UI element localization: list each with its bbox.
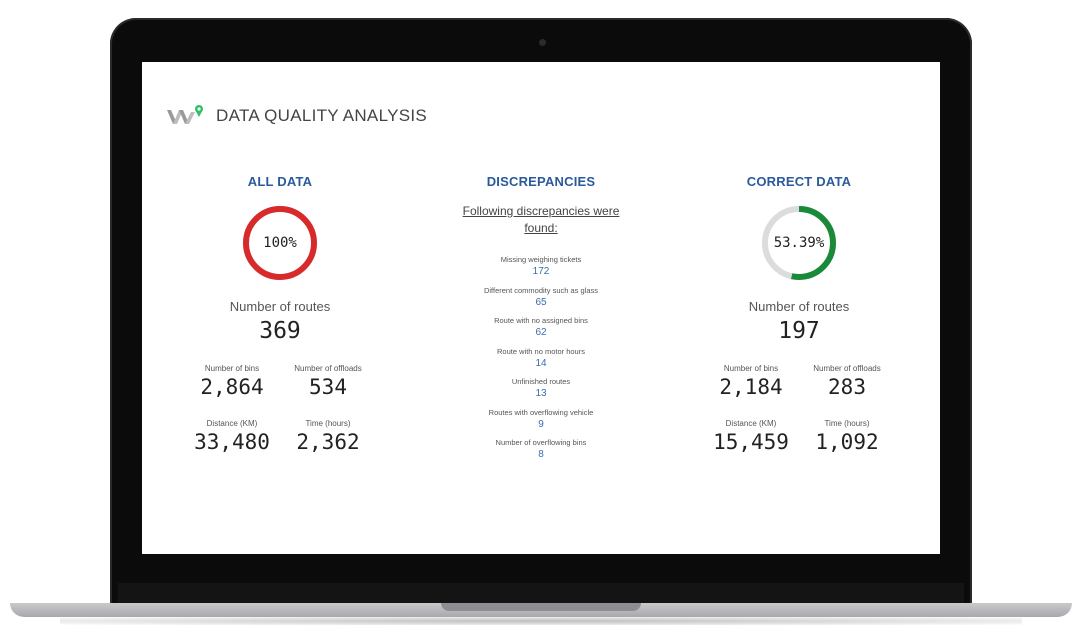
stat-value: 534 — [309, 375, 347, 399]
stat-value: 33,480 — [194, 430, 270, 454]
discrepancy-value: 8 — [538, 449, 544, 460]
all-data-routes-label: Number of routes — [229, 299, 331, 314]
discrepancies-list: Missing weighing tickets 172 Different c… — [411, 255, 671, 469]
app-screen: DATA QUALITY ANALYSIS ALL DATA 100% Numb… — [142, 62, 940, 554]
list-item: Number of overflowing bins 8 — [411, 438, 671, 469]
discrepancy-label: Routes with overflowing vehicle — [488, 407, 594, 417]
discrepancy-label: Different commodity such as glass — [483, 285, 599, 295]
correct-data-routes-label: Number of routes — [748, 299, 850, 314]
all-data-title: ALL DATA — [247, 174, 313, 189]
discrepancy-value: 172 — [532, 266, 550, 277]
all-data-routes-value: 369 — [259, 318, 301, 344]
stat-label: Number of bins — [723, 364, 779, 373]
discrepancy-label: Unfinished routes — [511, 377, 571, 386]
list-item: Missing weighing tickets 172 — [411, 255, 671, 286]
discrepancies-panel: DISCREPANCIES Following discrepancies we… — [411, 174, 671, 469]
all-data-ring: 100% — [240, 203, 320, 283]
list-item: Route with no motor hours 14 — [411, 347, 671, 378]
all-data-stats-row-1: Number of bins 2,864 Number of offloads … — [150, 364, 410, 399]
correct-data-ring-arc — [762, 206, 836, 280]
all-data-panel: ALL DATA 100% Number of routes 369 Numbe… — [150, 174, 410, 454]
all-data-ring-arc — [243, 206, 317, 280]
correct-data-stats-row-2: Distance (KM) 15,459 Time (hours) 1,092 — [669, 419, 929, 454]
correct-data-distance: Distance (KM) 15,459 — [703, 419, 799, 454]
correct-data-panel: CORRECT DATA 53.39% Number of routes 197… — [669, 174, 929, 454]
discrepancy-value: 13 — [535, 388, 547, 399]
all-data-stats-row-2: Distance (KM) 33,480 Time (hours) 2,362 — [150, 419, 410, 454]
stat-value: 2,184 — [719, 375, 783, 399]
list-item: Route with no assigned bins 62 — [411, 316, 671, 347]
list-item: Routes with overflowing vehicle 9 — [411, 408, 671, 439]
correct-data-routes-value: 197 — [778, 318, 820, 344]
discrepancy-value: 65 — [535, 296, 547, 308]
all-data-distance: Distance (KM) 33,480 — [184, 419, 280, 454]
laptop-chin — [118, 583, 964, 605]
correct-data-title: CORRECT DATA — [746, 174, 852, 189]
discrepancies-title: DISCREPANCIES — [486, 174, 596, 189]
stat-value: 15,459 — [713, 430, 789, 454]
stat-value: 2,362 — [296, 430, 360, 454]
discrepancy-label: Route with no motor hours — [497, 346, 585, 356]
discrepancy-label: Route with no assigned bins — [494, 316, 588, 325]
all-data-bins: Number of bins 2,864 — [184, 364, 280, 399]
discrepancy-value: 14 — [535, 357, 547, 369]
all-data-percent: 100% — [263, 235, 297, 251]
correct-data-offloads: Number of offloads 283 — [799, 364, 895, 399]
stat-label: Time (hours) — [305, 419, 351, 428]
all-data-time: Time (hours) 2,362 — [280, 419, 376, 454]
stat-label: Number of offloads — [813, 364, 881, 373]
stat-label: Number of offloads — [294, 364, 362, 373]
stat-value: 2,864 — [200, 375, 264, 399]
list-item: Unfinished routes 13 — [411, 377, 671, 408]
list-item: Different commodity such as glass 65 — [411, 286, 671, 317]
all-data-offloads: Number of offloads 534 — [280, 364, 376, 399]
correct-data-ring: 53.39% — [759, 203, 839, 283]
stat-label: Number of bins — [204, 364, 260, 373]
correct-data-time: Time (hours) 1,092 — [799, 419, 895, 454]
correct-data-bins: Number of bins 2,184 — [703, 364, 799, 399]
discrepancy-label: Missing weighing tickets — [500, 255, 582, 264]
w-pin-logo-icon — [167, 105, 203, 124]
correct-data-percent: 53.39% — [773, 235, 825, 251]
page-title: DATA QUALITY ANALYSIS — [216, 106, 428, 125]
stat-label: Time (hours) — [824, 419, 870, 428]
correct-data-stats-row-1: Number of bins 2,184 Number of offloads … — [669, 364, 929, 399]
stat-value: 283 — [828, 375, 866, 399]
laptop-shadow — [60, 617, 1022, 625]
discrepancy-value: 62 — [535, 327, 547, 338]
camera-icon — [539, 39, 546, 46]
stat-label: Distance (KM) — [725, 419, 777, 428]
stat-value: 1,092 — [815, 430, 879, 454]
laptop-notch — [441, 603, 641, 611]
discrepancies-intro: Following discrepancies were found: — [462, 204, 620, 235]
discrepancy-label: Number of overflowing bins — [495, 438, 587, 447]
header: DATA QUALITY ANALYSIS — [166, 104, 427, 128]
stat-label: Distance (KM) — [206, 419, 258, 428]
discrepancy-value: 9 — [538, 418, 544, 430]
